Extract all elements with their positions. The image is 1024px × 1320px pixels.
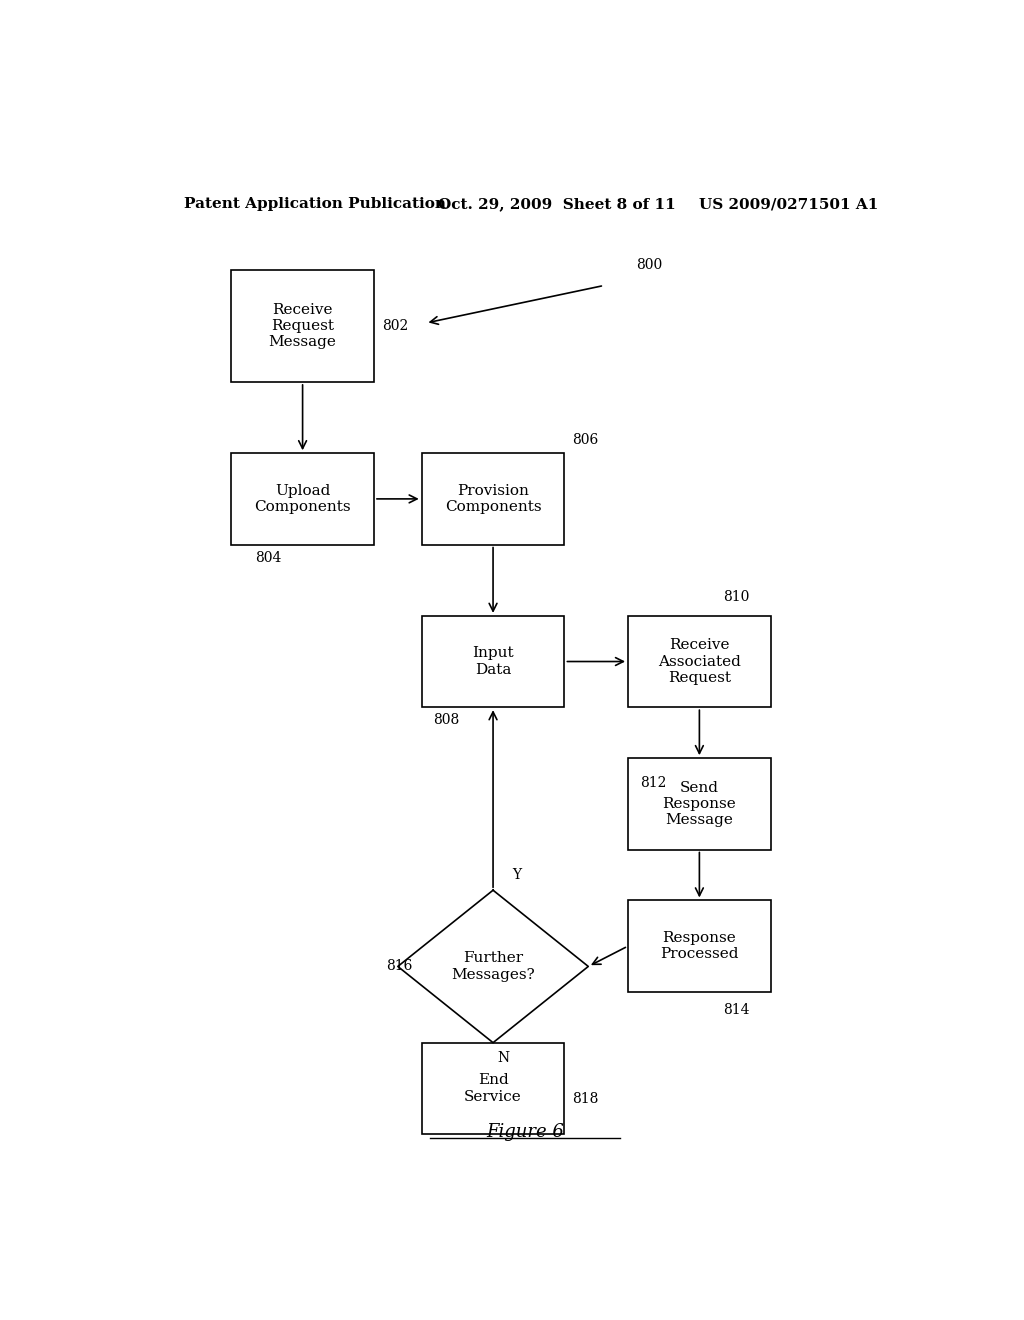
FancyBboxPatch shape: [422, 453, 564, 545]
Text: Response
Processed: Response Processed: [660, 931, 738, 961]
Text: 810: 810: [723, 590, 750, 605]
FancyBboxPatch shape: [628, 615, 771, 708]
Text: Patent Application Publication: Patent Application Publication: [183, 197, 445, 211]
Text: Further
Messages?: Further Messages?: [452, 952, 535, 982]
Text: Provision
Components: Provision Components: [444, 484, 542, 513]
Text: End
Service: End Service: [464, 1073, 522, 1104]
FancyBboxPatch shape: [422, 1043, 564, 1134]
FancyBboxPatch shape: [422, 615, 564, 708]
Text: Input
Data: Input Data: [472, 647, 514, 677]
Polygon shape: [397, 890, 588, 1043]
Text: Receive
Request
Message: Receive Request Message: [268, 302, 337, 350]
Text: Y: Y: [512, 869, 521, 882]
Text: Oct. 29, 2009  Sheet 8 of 11: Oct. 29, 2009 Sheet 8 of 11: [437, 197, 675, 211]
Text: Upload
Components: Upload Components: [254, 484, 351, 513]
Text: 816: 816: [386, 960, 413, 973]
Text: 812: 812: [640, 776, 667, 791]
Text: 804: 804: [255, 550, 282, 565]
Text: Send
Response
Message: Send Response Message: [663, 780, 736, 828]
FancyBboxPatch shape: [231, 453, 374, 545]
Text: N: N: [498, 1051, 509, 1065]
Text: Figure 6: Figure 6: [485, 1123, 564, 1140]
FancyBboxPatch shape: [628, 758, 771, 850]
Point: [424, 1130, 436, 1146]
Text: US 2009/0271501 A1: US 2009/0271501 A1: [699, 197, 879, 211]
Text: 802: 802: [382, 319, 409, 333]
Text: 800: 800: [636, 259, 663, 272]
Point: [613, 1130, 626, 1146]
Text: Receive
Associated
Request: Receive Associated Request: [658, 639, 740, 685]
Text: 806: 806: [572, 433, 599, 447]
FancyBboxPatch shape: [628, 900, 771, 991]
Text: 814: 814: [723, 1003, 750, 1018]
Text: 808: 808: [433, 714, 460, 727]
FancyBboxPatch shape: [231, 271, 374, 381]
Text: 818: 818: [572, 1092, 599, 1106]
